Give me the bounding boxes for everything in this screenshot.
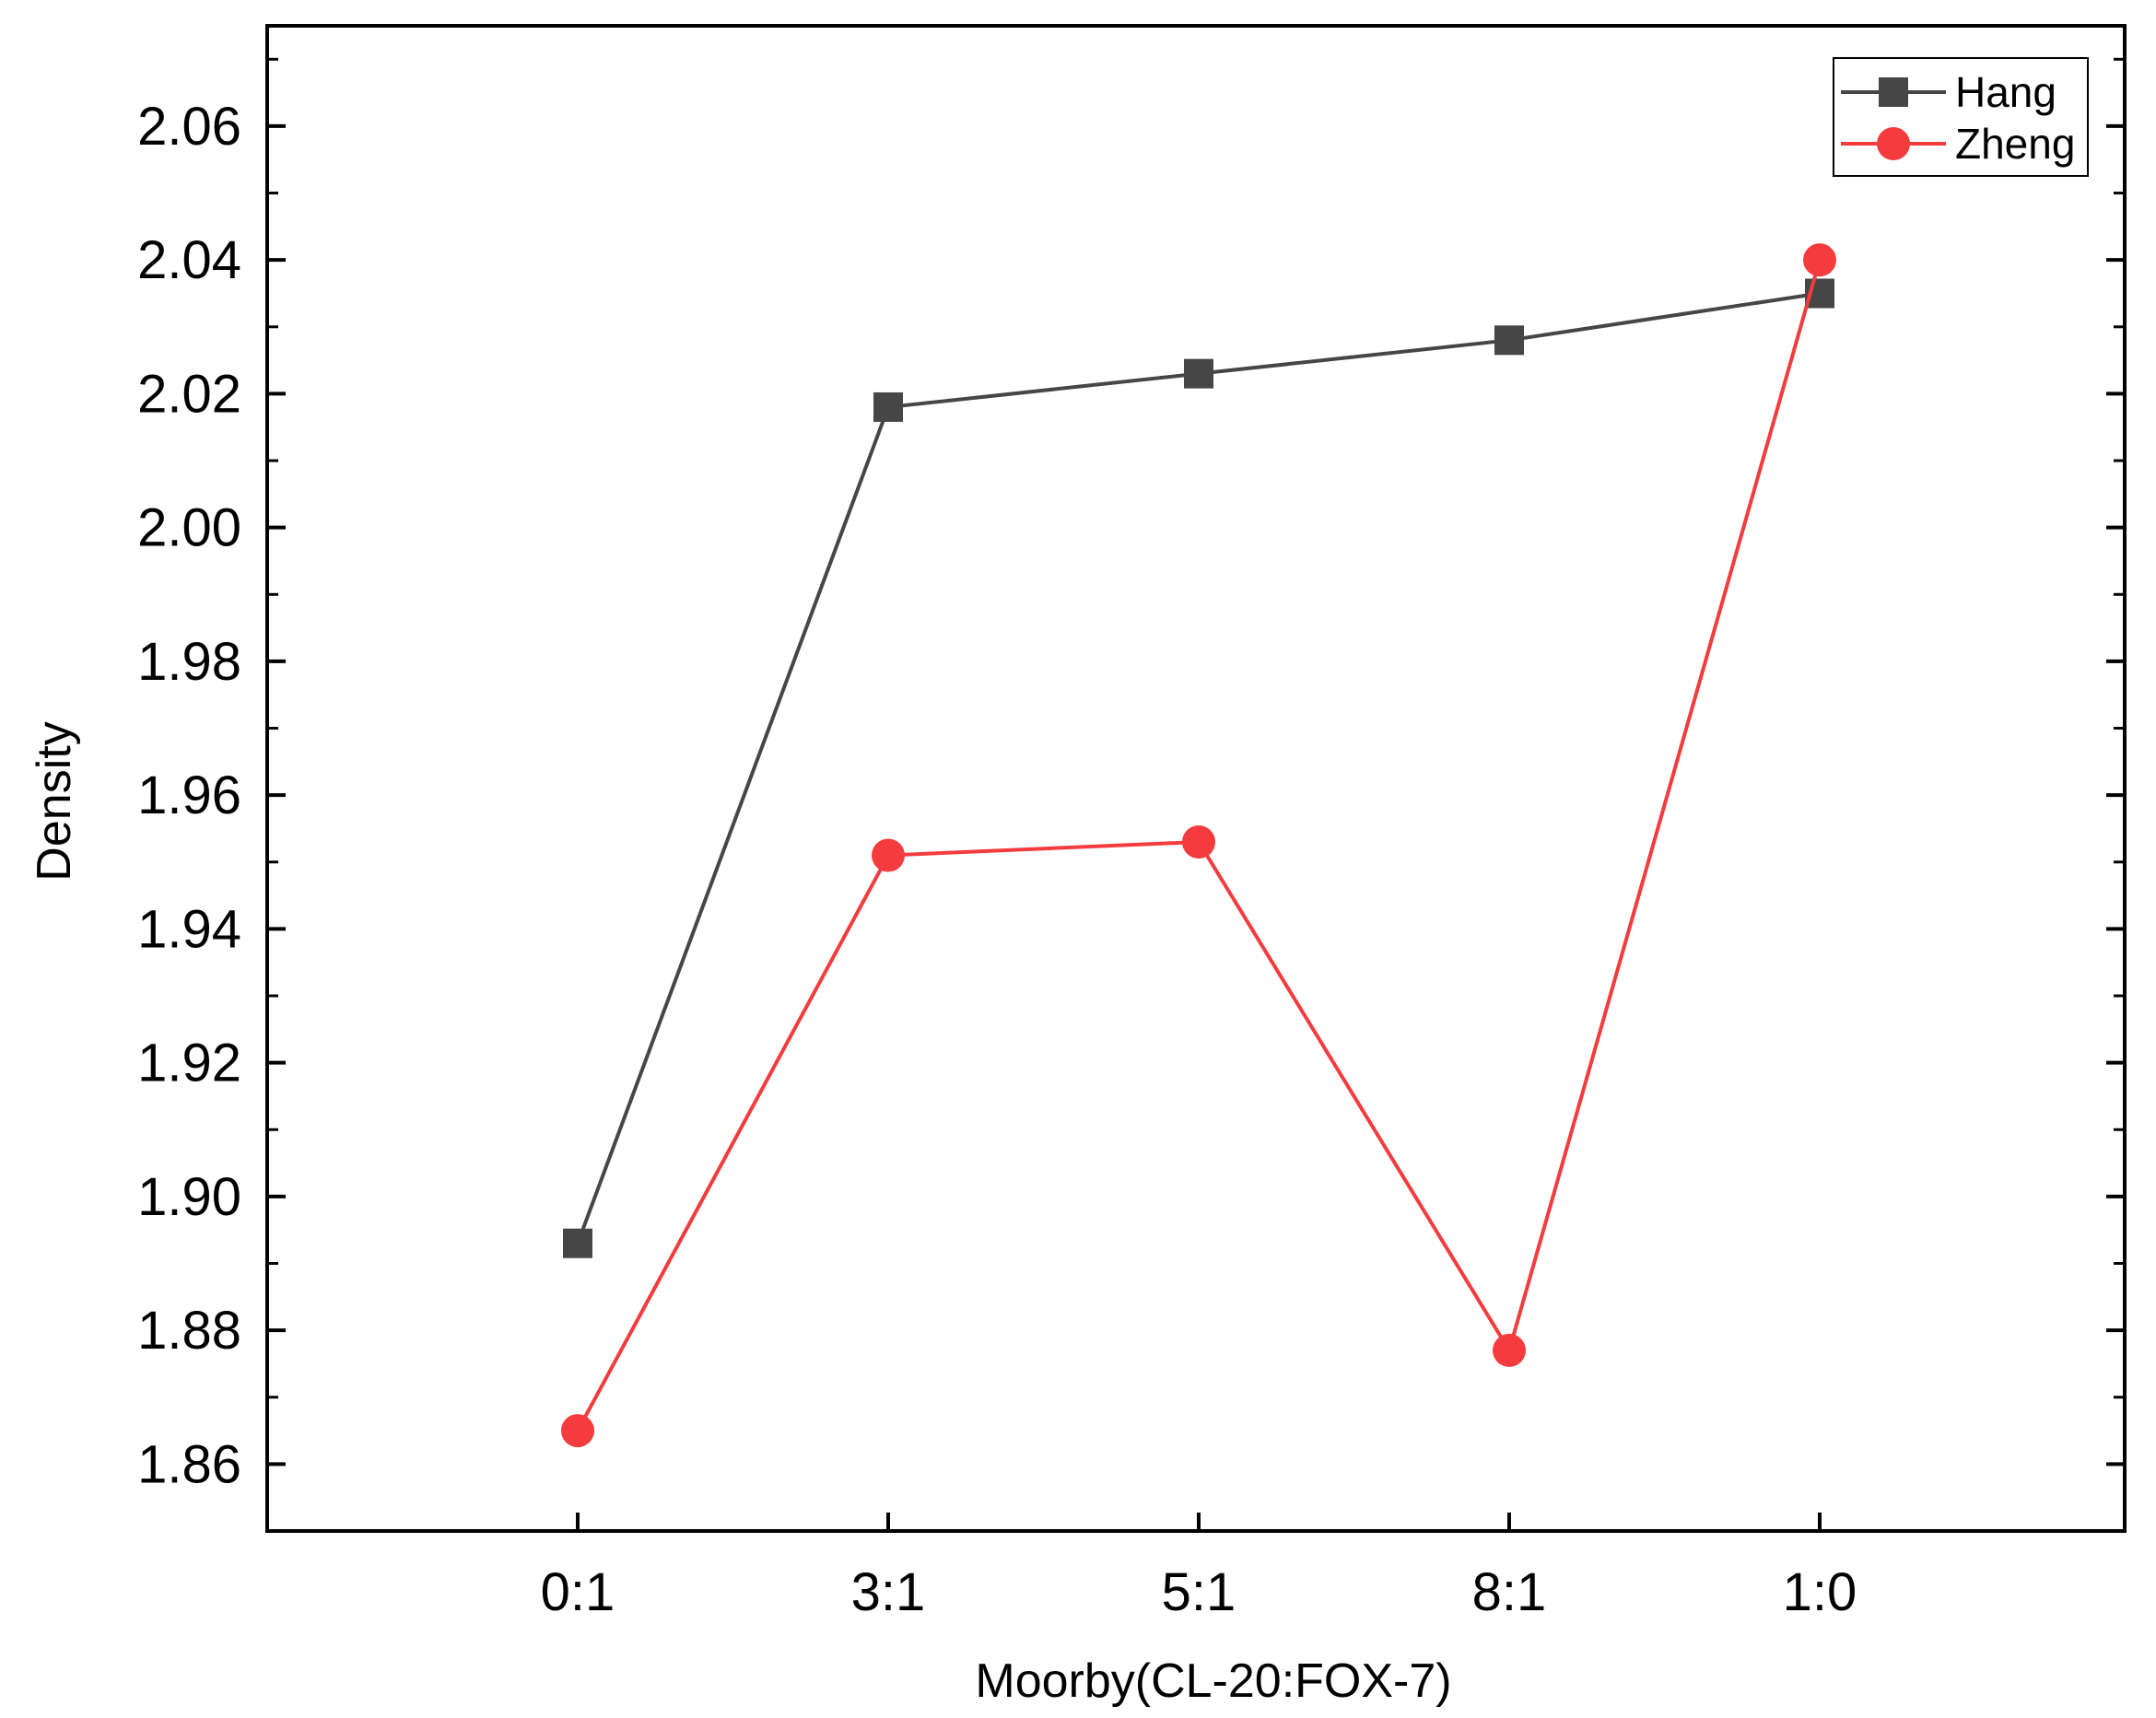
legend-label-hang: Hang — [1955, 68, 2056, 116]
plot-frame — [265, 24, 2127, 1533]
x-axis-title: Moorby(CL-20:FOX-7) — [975, 1654, 1451, 1708]
data-point-zheng — [872, 838, 905, 872]
data-point-zheng — [1803, 243, 1836, 277]
y-tick-label: 1.98 — [137, 632, 241, 692]
legend-label-zheng: Zheng — [1955, 120, 2075, 168]
x-tick-label: 5:1 — [1162, 1562, 1236, 1622]
x-tick-label: 8:1 — [1472, 1562, 1547, 1622]
y-axis-ticks: 1.86 1.88 1.90 1.92 1.94 1.96 1.98 2.00 2.02 2.04… — [137, 57, 2125, 1533]
x-tick-label: 0:1 — [541, 1562, 615, 1622]
data-point-hang — [873, 392, 903, 422]
y-tick-label: 2.02 — [137, 364, 241, 424]
y-tick-label: 2.04 — [137, 230, 241, 290]
series-layer — [561, 243, 1836, 1448]
data-point-hang — [1494, 325, 1524, 356]
data-point-zheng — [1182, 824, 1215, 859]
x-tick-label: 3:1 — [851, 1562, 926, 1622]
y-axis-title: Density — [28, 721, 81, 881]
legend-frame — [1833, 57, 2089, 177]
y-tick-label: 1.94 — [137, 899, 241, 959]
y-tick-label: 1.86 — [137, 1434, 241, 1494]
y-tick-label: 1.92 — [137, 1034, 241, 1093]
y-tick-label: 1.90 — [137, 1167, 241, 1227]
y-tick-label: 1.88 — [137, 1301, 241, 1361]
data-point-hang — [563, 1228, 592, 1258]
data-point-hang — [1184, 358, 1213, 389]
legend-marker-zheng — [1877, 127, 1910, 160]
x-axis-ticks: 0:1 3:1 5:1 8:1 1:0 — [541, 1513, 1857, 1622]
y-tick-label: 2.00 — [137, 498, 241, 558]
data-point-zheng — [561, 1414, 594, 1448]
legend-marker-hang — [1879, 77, 1908, 107]
x-tick-label: 1:0 — [1783, 1562, 1857, 1622]
y-tick-label: 1.96 — [137, 766, 241, 825]
data-point-zheng — [1493, 1333, 1526, 1367]
y-tick-label: 2.06 — [137, 97, 241, 157]
